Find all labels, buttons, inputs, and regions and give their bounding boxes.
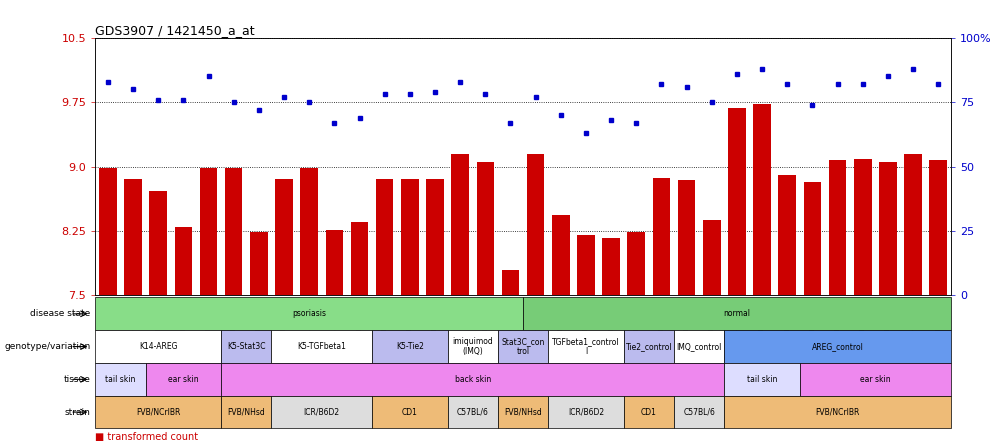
Bar	[551, 214, 569, 295]
Text: TGFbeta1_control
l: TGFbeta1_control l	[552, 337, 619, 356]
Bar	[426, 179, 443, 295]
Bar	[526, 154, 544, 295]
Bar	[929, 160, 946, 295]
Text: CD1: CD1	[640, 408, 656, 416]
Text: CD1: CD1	[402, 408, 418, 416]
Bar	[652, 178, 669, 295]
Bar	[401, 179, 418, 295]
Bar	[803, 182, 821, 295]
Text: ■ transformed count: ■ transformed count	[95, 432, 198, 442]
Text: Tie2_control: Tie2_control	[625, 342, 671, 351]
Text: ICR/B6D2: ICR/B6D2	[567, 408, 603, 416]
Text: psoriasis: psoriasis	[292, 309, 326, 318]
Bar	[576, 235, 594, 295]
Bar	[627, 232, 644, 295]
Bar	[904, 154, 921, 295]
Bar	[501, 270, 519, 295]
Text: ear skin: ear skin	[168, 375, 198, 384]
Bar	[702, 220, 719, 295]
Text: FVB/NHsd: FVB/NHsd	[504, 408, 541, 416]
Text: disease state: disease state	[30, 309, 90, 318]
Text: C57BL/6: C57BL/6	[456, 408, 488, 416]
Text: C57BL/6: C57BL/6	[682, 408, 714, 416]
Bar	[753, 104, 771, 295]
Text: IMQ_control: IMQ_control	[675, 342, 721, 351]
Bar	[300, 168, 318, 295]
Bar	[275, 179, 293, 295]
Text: Stat3C_con
trol: Stat3C_con trol	[501, 337, 544, 356]
Text: tail skin: tail skin	[746, 375, 777, 384]
Bar	[778, 175, 796, 295]
Bar	[677, 180, 694, 295]
Text: AREG_control: AREG_control	[811, 342, 863, 351]
Text: strain: strain	[64, 408, 90, 416]
Bar	[727, 108, 745, 295]
Text: imiquimod
(IMQ): imiquimod (IMQ)	[452, 337, 493, 356]
Text: tail skin: tail skin	[105, 375, 135, 384]
Text: K5-Tie2: K5-Tie2	[396, 342, 423, 351]
Text: K5-Stat3C: K5-Stat3C	[226, 342, 266, 351]
Bar	[476, 162, 494, 295]
Bar	[878, 162, 896, 295]
Bar	[124, 179, 141, 295]
Bar	[99, 168, 116, 295]
Bar	[326, 230, 343, 295]
Text: normal: normal	[722, 309, 749, 318]
Bar	[351, 222, 368, 295]
Bar	[602, 238, 619, 295]
Bar	[249, 232, 268, 295]
Text: genotype/variation: genotype/variation	[4, 342, 90, 351]
Text: FVB/NCrIBR: FVB/NCrIBR	[815, 408, 859, 416]
Text: FVB/NHsd: FVB/NHsd	[227, 408, 265, 416]
Bar	[451, 154, 469, 295]
Text: tissue: tissue	[63, 375, 90, 384]
Text: GDS3907 / 1421450_a_at: GDS3907 / 1421450_a_at	[95, 24, 255, 36]
Text: K5-TGFbeta1: K5-TGFbeta1	[297, 342, 346, 351]
Bar	[828, 160, 846, 295]
Text: FVB/NCrIBR: FVB/NCrIBR	[136, 408, 180, 416]
Text: back skin: back skin	[454, 375, 490, 384]
Bar	[174, 226, 192, 295]
Text: ICR/B6D2: ICR/B6D2	[304, 408, 340, 416]
Bar	[853, 159, 871, 295]
Text: ear skin: ear skin	[859, 375, 890, 384]
Bar	[199, 168, 217, 295]
Bar	[376, 179, 393, 295]
Bar	[149, 190, 167, 295]
Bar	[224, 168, 242, 295]
Text: K14-AREG: K14-AREG	[139, 342, 177, 351]
